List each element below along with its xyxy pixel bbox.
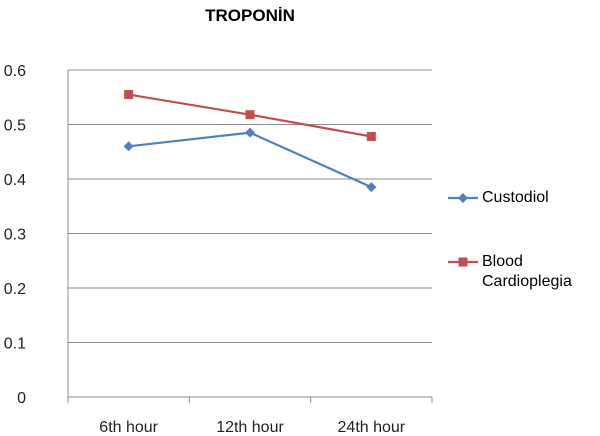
x-tick-label: 12th hour — [216, 419, 284, 436]
x-tick-label: 24th hour — [338, 419, 406, 436]
legend-label: Cardioplegia — [482, 273, 572, 290]
legend-item: Custodiol — [448, 188, 598, 208]
legend: Custodiol Blood Cardioplegia — [448, 188, 598, 336]
data-point-diamond — [123, 141, 134, 152]
y-tick-label: 0.3 — [4, 227, 26, 244]
y-tick-label: 0.2 — [4, 281, 26, 298]
y-tick-label: 0.6 — [4, 63, 26, 80]
data-point-square — [366, 131, 376, 141]
legend-swatch — [448, 257, 478, 267]
y-tick-label: 0.5 — [4, 118, 26, 135]
y-tick-label: 0 — [17, 390, 26, 407]
y-tick-label: 0.1 — [4, 336, 26, 353]
chart-title: TROPONİN — [205, 6, 295, 25]
data-point-diamond — [366, 182, 377, 193]
legend-item: Blood Cardioplegia — [448, 252, 598, 292]
legend-label: Blood — [482, 253, 523, 270]
data-point-square — [245, 110, 255, 120]
legend-swatch — [448, 193, 478, 203]
y-tick-label: 0.4 — [4, 172, 26, 189]
legend-label: Custodiol — [482, 189, 549, 206]
data-point-square — [124, 90, 134, 100]
data-point-diamond — [245, 127, 255, 138]
x-tick-label: 6th hour — [99, 419, 158, 436]
